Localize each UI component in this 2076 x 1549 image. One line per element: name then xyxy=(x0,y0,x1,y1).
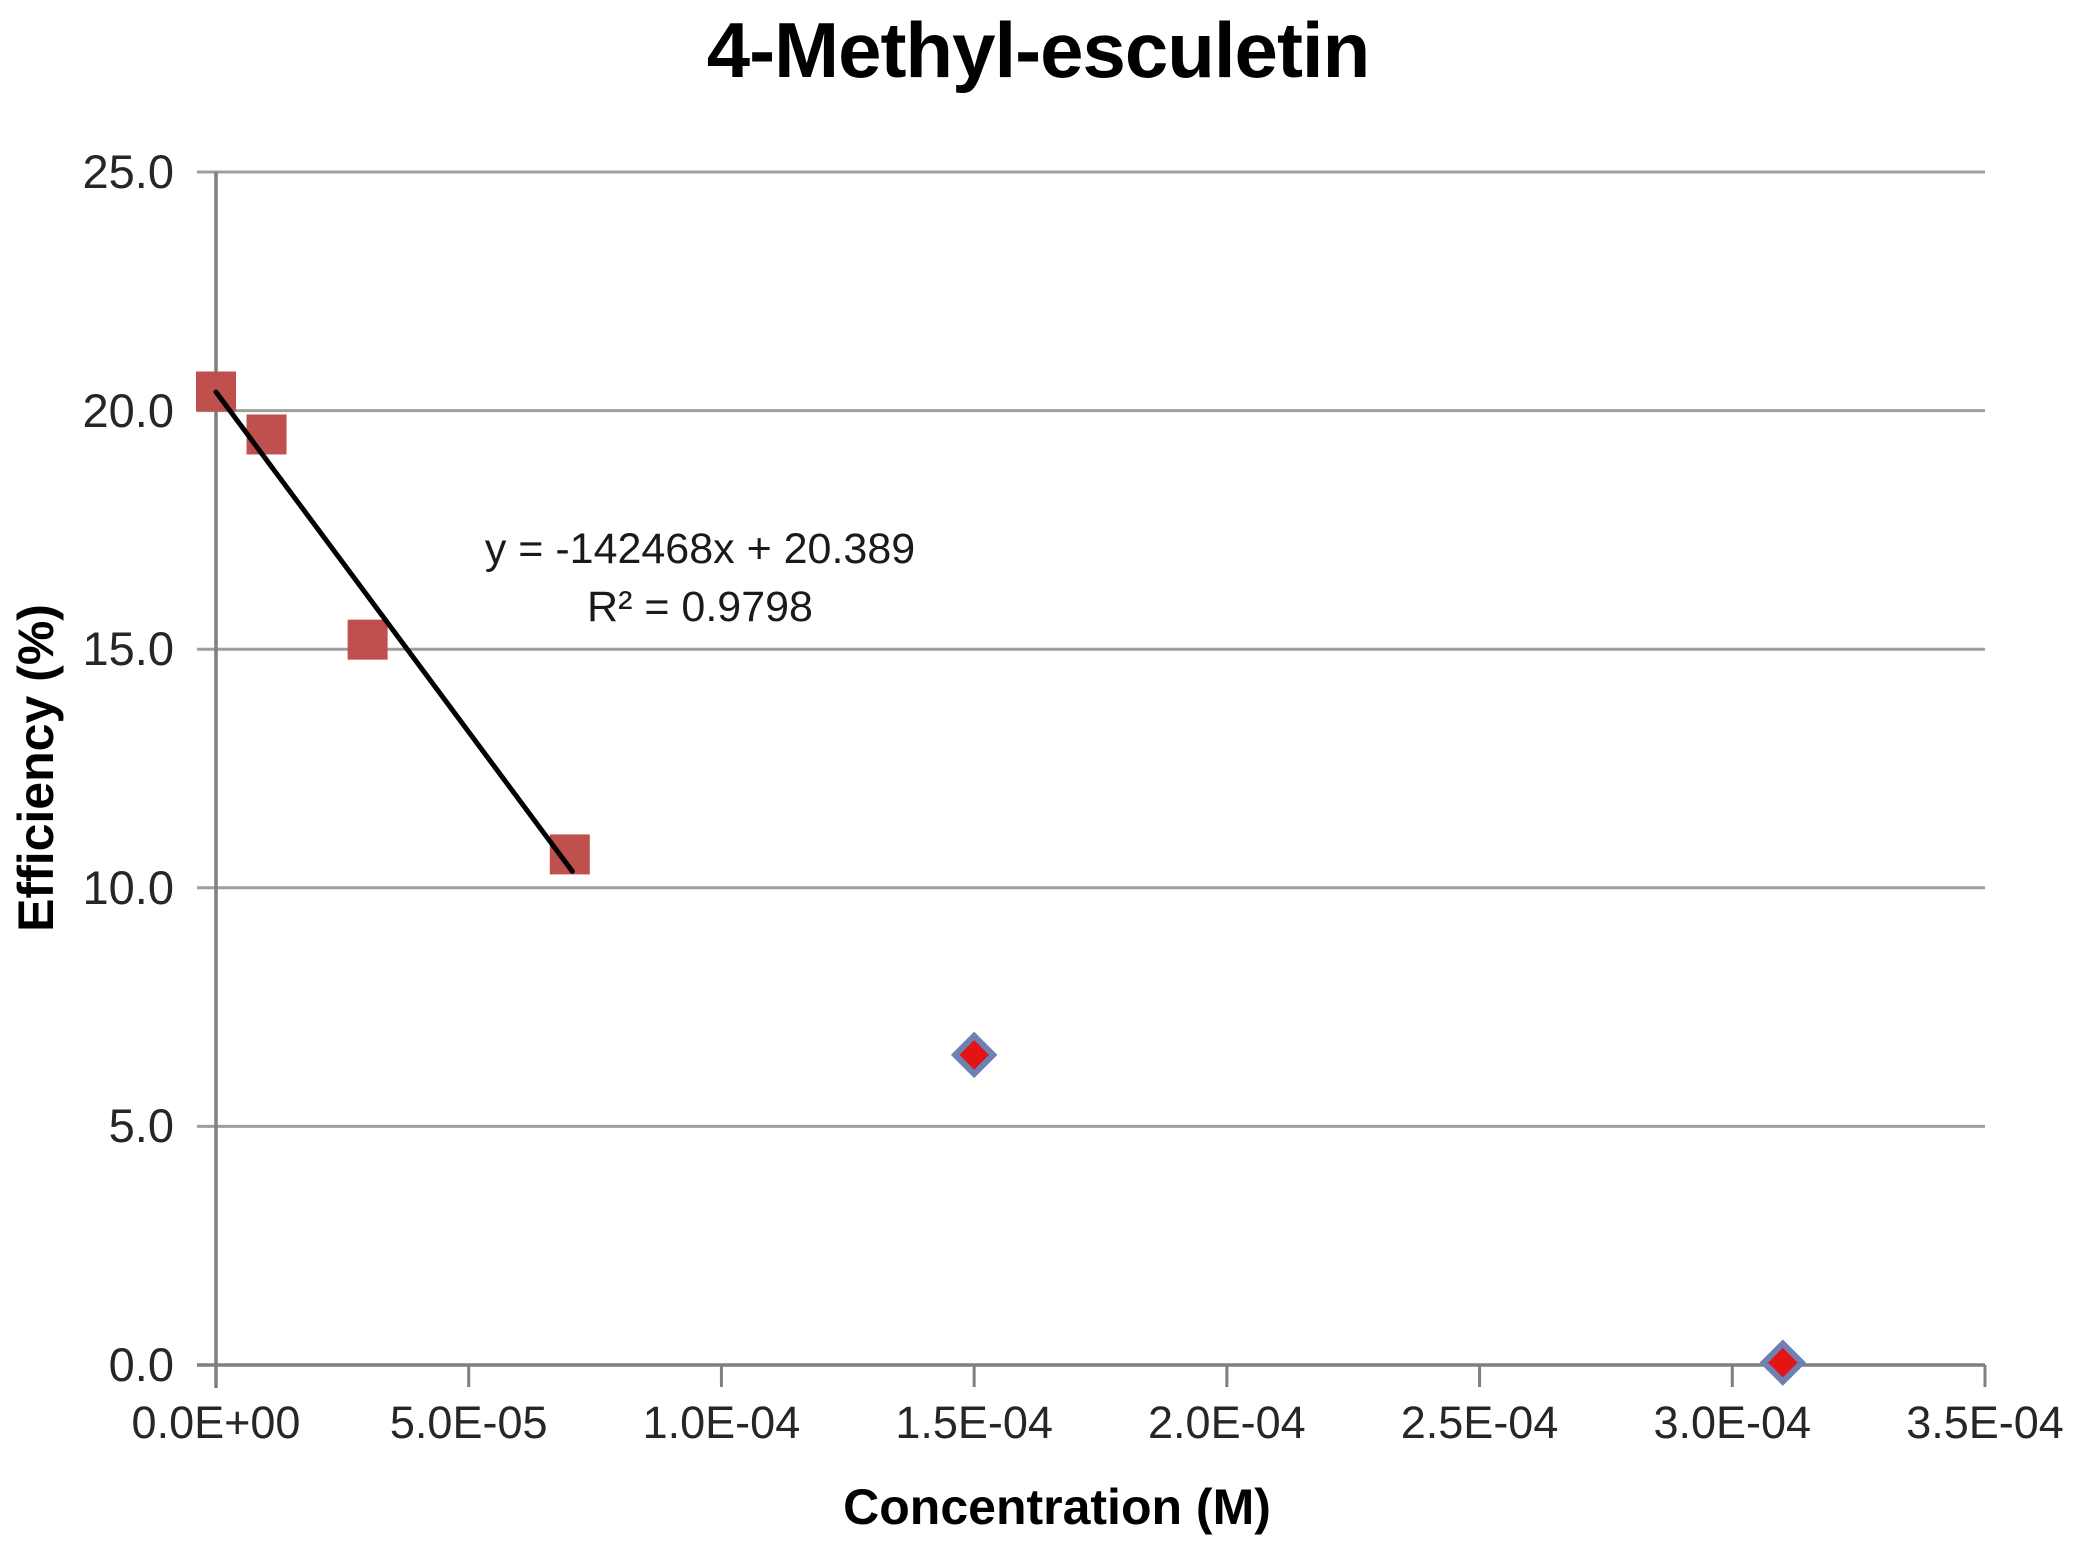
x-tick-label: 1.0E-04 xyxy=(642,1397,801,1448)
y-tick-label: 0.0 xyxy=(108,1338,174,1391)
x-tick-label: 1.5E-04 xyxy=(895,1397,1053,1448)
trendline xyxy=(213,389,575,874)
x-tick-label: 0.0E+00 xyxy=(131,1397,301,1448)
x-tick-label: 2.0E-04 xyxy=(1148,1397,1306,1448)
y-tick-label: 15.0 xyxy=(82,622,174,676)
y-tick-label: 5.0 xyxy=(108,1099,174,1153)
y-tick-label: 10.0 xyxy=(82,860,174,914)
data-point-square xyxy=(347,619,388,660)
y-tick-label: 20.0 xyxy=(82,383,174,437)
data-point-square xyxy=(246,414,287,455)
data-point-diamond xyxy=(1759,1339,1807,1386)
y-tick-label: 25.0 xyxy=(82,145,174,198)
trendline-annotation: y = -142468x + 20.389 R² = 0.9798 xyxy=(485,520,915,636)
trendline-equation: y = -142468x + 20.389 xyxy=(484,525,916,573)
x-axis-title: Concentration (M) xyxy=(843,1479,1271,1535)
data-point-diamond xyxy=(950,1031,998,1079)
x-tick-label: 2.5E-04 xyxy=(1400,1397,1559,1448)
x-tick-label: 3.0E-04 xyxy=(1653,1397,1812,1448)
x-tick-label: 3.5E-04 xyxy=(1906,1397,2064,1448)
chart-title: 4-Methyl-esculetin xyxy=(706,6,1370,94)
trendline-r-squared: R² = 0.9798 xyxy=(587,583,813,631)
x-tick-label: 5.0E-05 xyxy=(389,1397,548,1448)
